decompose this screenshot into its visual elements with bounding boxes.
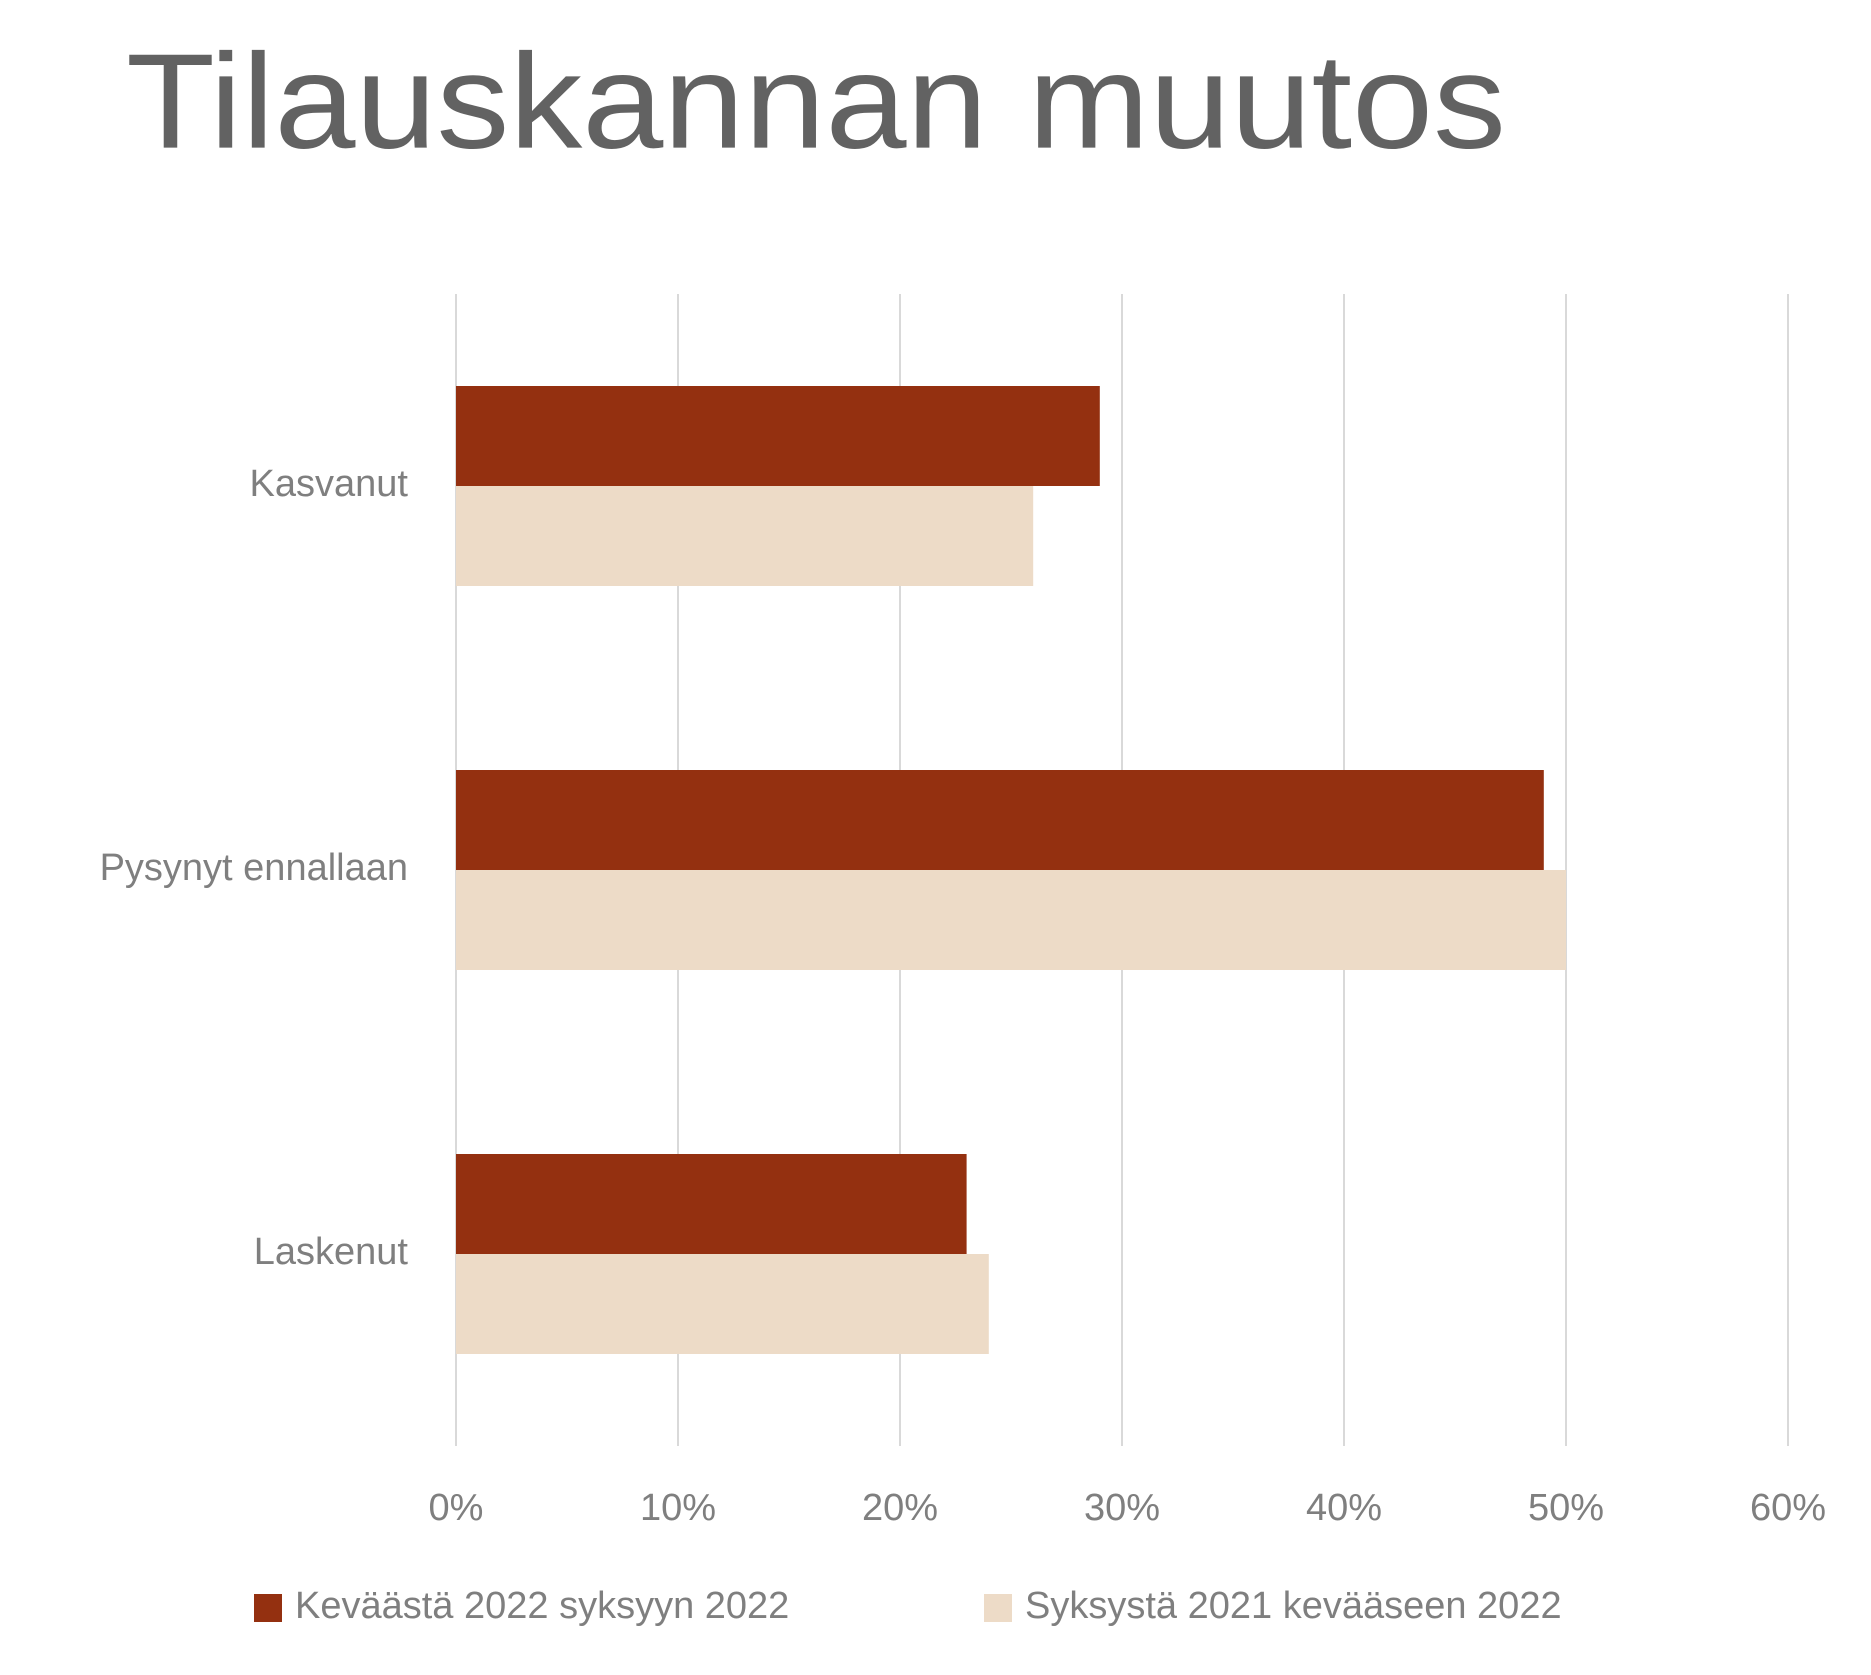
bar xyxy=(456,486,1034,586)
x-tick-label: 40% xyxy=(1306,1487,1382,1529)
legend-swatch xyxy=(984,1594,1012,1622)
chart-title: Tilauskannan muutos xyxy=(126,26,1506,177)
x-tick-label: 20% xyxy=(862,1487,938,1529)
x-tick-label: 30% xyxy=(1084,1487,1160,1529)
bar xyxy=(456,1254,989,1354)
bar xyxy=(456,770,1544,870)
y-tick-label: Laskenut xyxy=(254,1231,409,1273)
legend-label: Syksystä 2021 kevääseen 2022 xyxy=(1025,1585,1562,1627)
legend-label: Keväästä 2022 syksyyn 2022 xyxy=(295,1585,789,1627)
y-tick-label: Kasvanut xyxy=(250,463,409,505)
x-tick-label: 60% xyxy=(1750,1487,1826,1529)
bar xyxy=(456,870,1566,970)
bar xyxy=(456,386,1100,486)
bar xyxy=(456,1154,967,1254)
x-tick-label: 50% xyxy=(1528,1487,1604,1529)
y-tick-label: Pysynyt ennallaan xyxy=(100,847,408,889)
x-tick-label: 10% xyxy=(640,1487,716,1529)
legend-swatch xyxy=(254,1594,282,1622)
x-tick-label: 0% xyxy=(429,1487,484,1529)
